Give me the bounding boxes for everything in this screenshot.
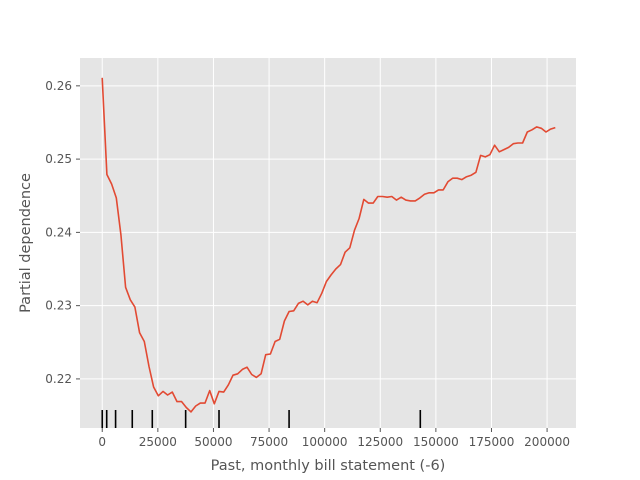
y-tick-label: 0.25: [45, 152, 72, 166]
x-tick-label: 125000: [357, 435, 403, 449]
y-tick-label: 0.24: [45, 225, 72, 239]
x-tick-label: 75000: [250, 435, 288, 449]
partial-dependence-line: [101, 77, 556, 413]
x-tick-label: 50000: [194, 435, 232, 449]
y-tick-label: 0.26: [45, 79, 72, 93]
y-axis-label: Partial dependence: [18, 173, 34, 313]
series-group: [101, 77, 556, 413]
x-tick-label: 100000: [302, 435, 348, 449]
x-tick-group: 0 25000 50000 75000 100000 125000 150000 175000…: [98, 428, 570, 449]
x-tick-label: 200000: [524, 435, 570, 449]
plot-background: [80, 58, 576, 428]
grid-lines: [80, 58, 576, 428]
x-tick-label: 25000: [139, 435, 177, 449]
x-tick-label: 175000: [469, 435, 515, 449]
x-axis-label: Past, monthly bill statement (-6): [211, 458, 446, 474]
rug-marks: [101, 410, 422, 428]
y-tick-label: 0.22: [45, 372, 72, 386]
x-tick-label: 150000: [413, 435, 459, 449]
y-tick-group: 0.22 0.23 0.24 0.25 0.26: [45, 79, 80, 386]
y-tick-label: 0.23: [45, 299, 72, 313]
x-tick-label: 0: [98, 435, 106, 449]
